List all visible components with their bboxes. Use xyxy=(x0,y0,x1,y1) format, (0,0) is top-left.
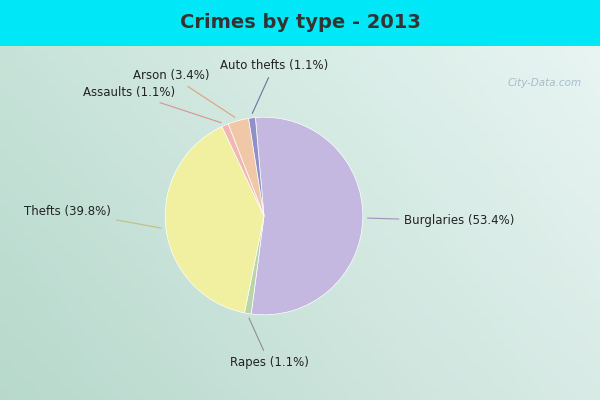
Text: Rapes (1.1%): Rapes (1.1%) xyxy=(230,318,308,369)
Wedge shape xyxy=(165,126,264,313)
Wedge shape xyxy=(222,124,264,216)
Text: Thefts (39.8%): Thefts (39.8%) xyxy=(24,204,161,228)
Text: Crimes by type - 2013: Crimes by type - 2013 xyxy=(179,12,421,32)
Wedge shape xyxy=(248,118,264,216)
Text: Assaults (1.1%): Assaults (1.1%) xyxy=(83,86,221,123)
Wedge shape xyxy=(228,118,264,216)
Text: City-Data.com: City-Data.com xyxy=(508,78,582,88)
Text: Auto thefts (1.1%): Auto thefts (1.1%) xyxy=(220,59,328,114)
Wedge shape xyxy=(244,216,264,314)
Text: Arson (3.4%): Arson (3.4%) xyxy=(133,69,235,117)
Wedge shape xyxy=(251,117,363,315)
Text: Burglaries (53.4%): Burglaries (53.4%) xyxy=(368,214,515,228)
